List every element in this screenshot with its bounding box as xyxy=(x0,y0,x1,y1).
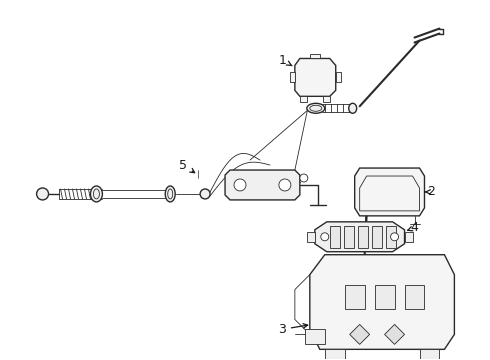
Bar xyxy=(386,226,395,248)
Circle shape xyxy=(234,179,246,191)
Bar xyxy=(343,226,354,248)
Ellipse shape xyxy=(165,186,175,202)
Circle shape xyxy=(391,233,398,241)
Polygon shape xyxy=(310,54,320,58)
Polygon shape xyxy=(315,222,405,252)
Circle shape xyxy=(37,188,49,200)
Polygon shape xyxy=(350,324,369,345)
Polygon shape xyxy=(405,232,413,242)
Polygon shape xyxy=(307,232,315,242)
Ellipse shape xyxy=(91,186,102,202)
Text: 4: 4 xyxy=(408,221,418,234)
Bar xyxy=(325,349,345,359)
Polygon shape xyxy=(385,324,405,345)
Bar xyxy=(375,285,394,310)
Polygon shape xyxy=(290,72,295,82)
Bar xyxy=(371,226,382,248)
Text: 2: 2 xyxy=(425,185,436,198)
Bar xyxy=(419,349,440,359)
Circle shape xyxy=(200,189,210,199)
Bar xyxy=(358,226,368,248)
Text: 3: 3 xyxy=(278,323,308,336)
Polygon shape xyxy=(323,96,330,102)
Bar xyxy=(405,285,424,310)
Circle shape xyxy=(279,179,291,191)
Polygon shape xyxy=(295,58,336,96)
Text: 5: 5 xyxy=(179,158,195,173)
Bar xyxy=(330,226,340,248)
Polygon shape xyxy=(355,168,424,216)
Polygon shape xyxy=(300,96,307,102)
Circle shape xyxy=(321,233,329,241)
Polygon shape xyxy=(225,170,300,200)
Ellipse shape xyxy=(307,103,325,113)
Polygon shape xyxy=(336,72,341,82)
Circle shape xyxy=(300,174,308,182)
Bar xyxy=(305,329,325,345)
Ellipse shape xyxy=(349,103,357,113)
Bar xyxy=(345,285,365,310)
Polygon shape xyxy=(310,255,454,349)
Text: 1: 1 xyxy=(279,54,292,67)
